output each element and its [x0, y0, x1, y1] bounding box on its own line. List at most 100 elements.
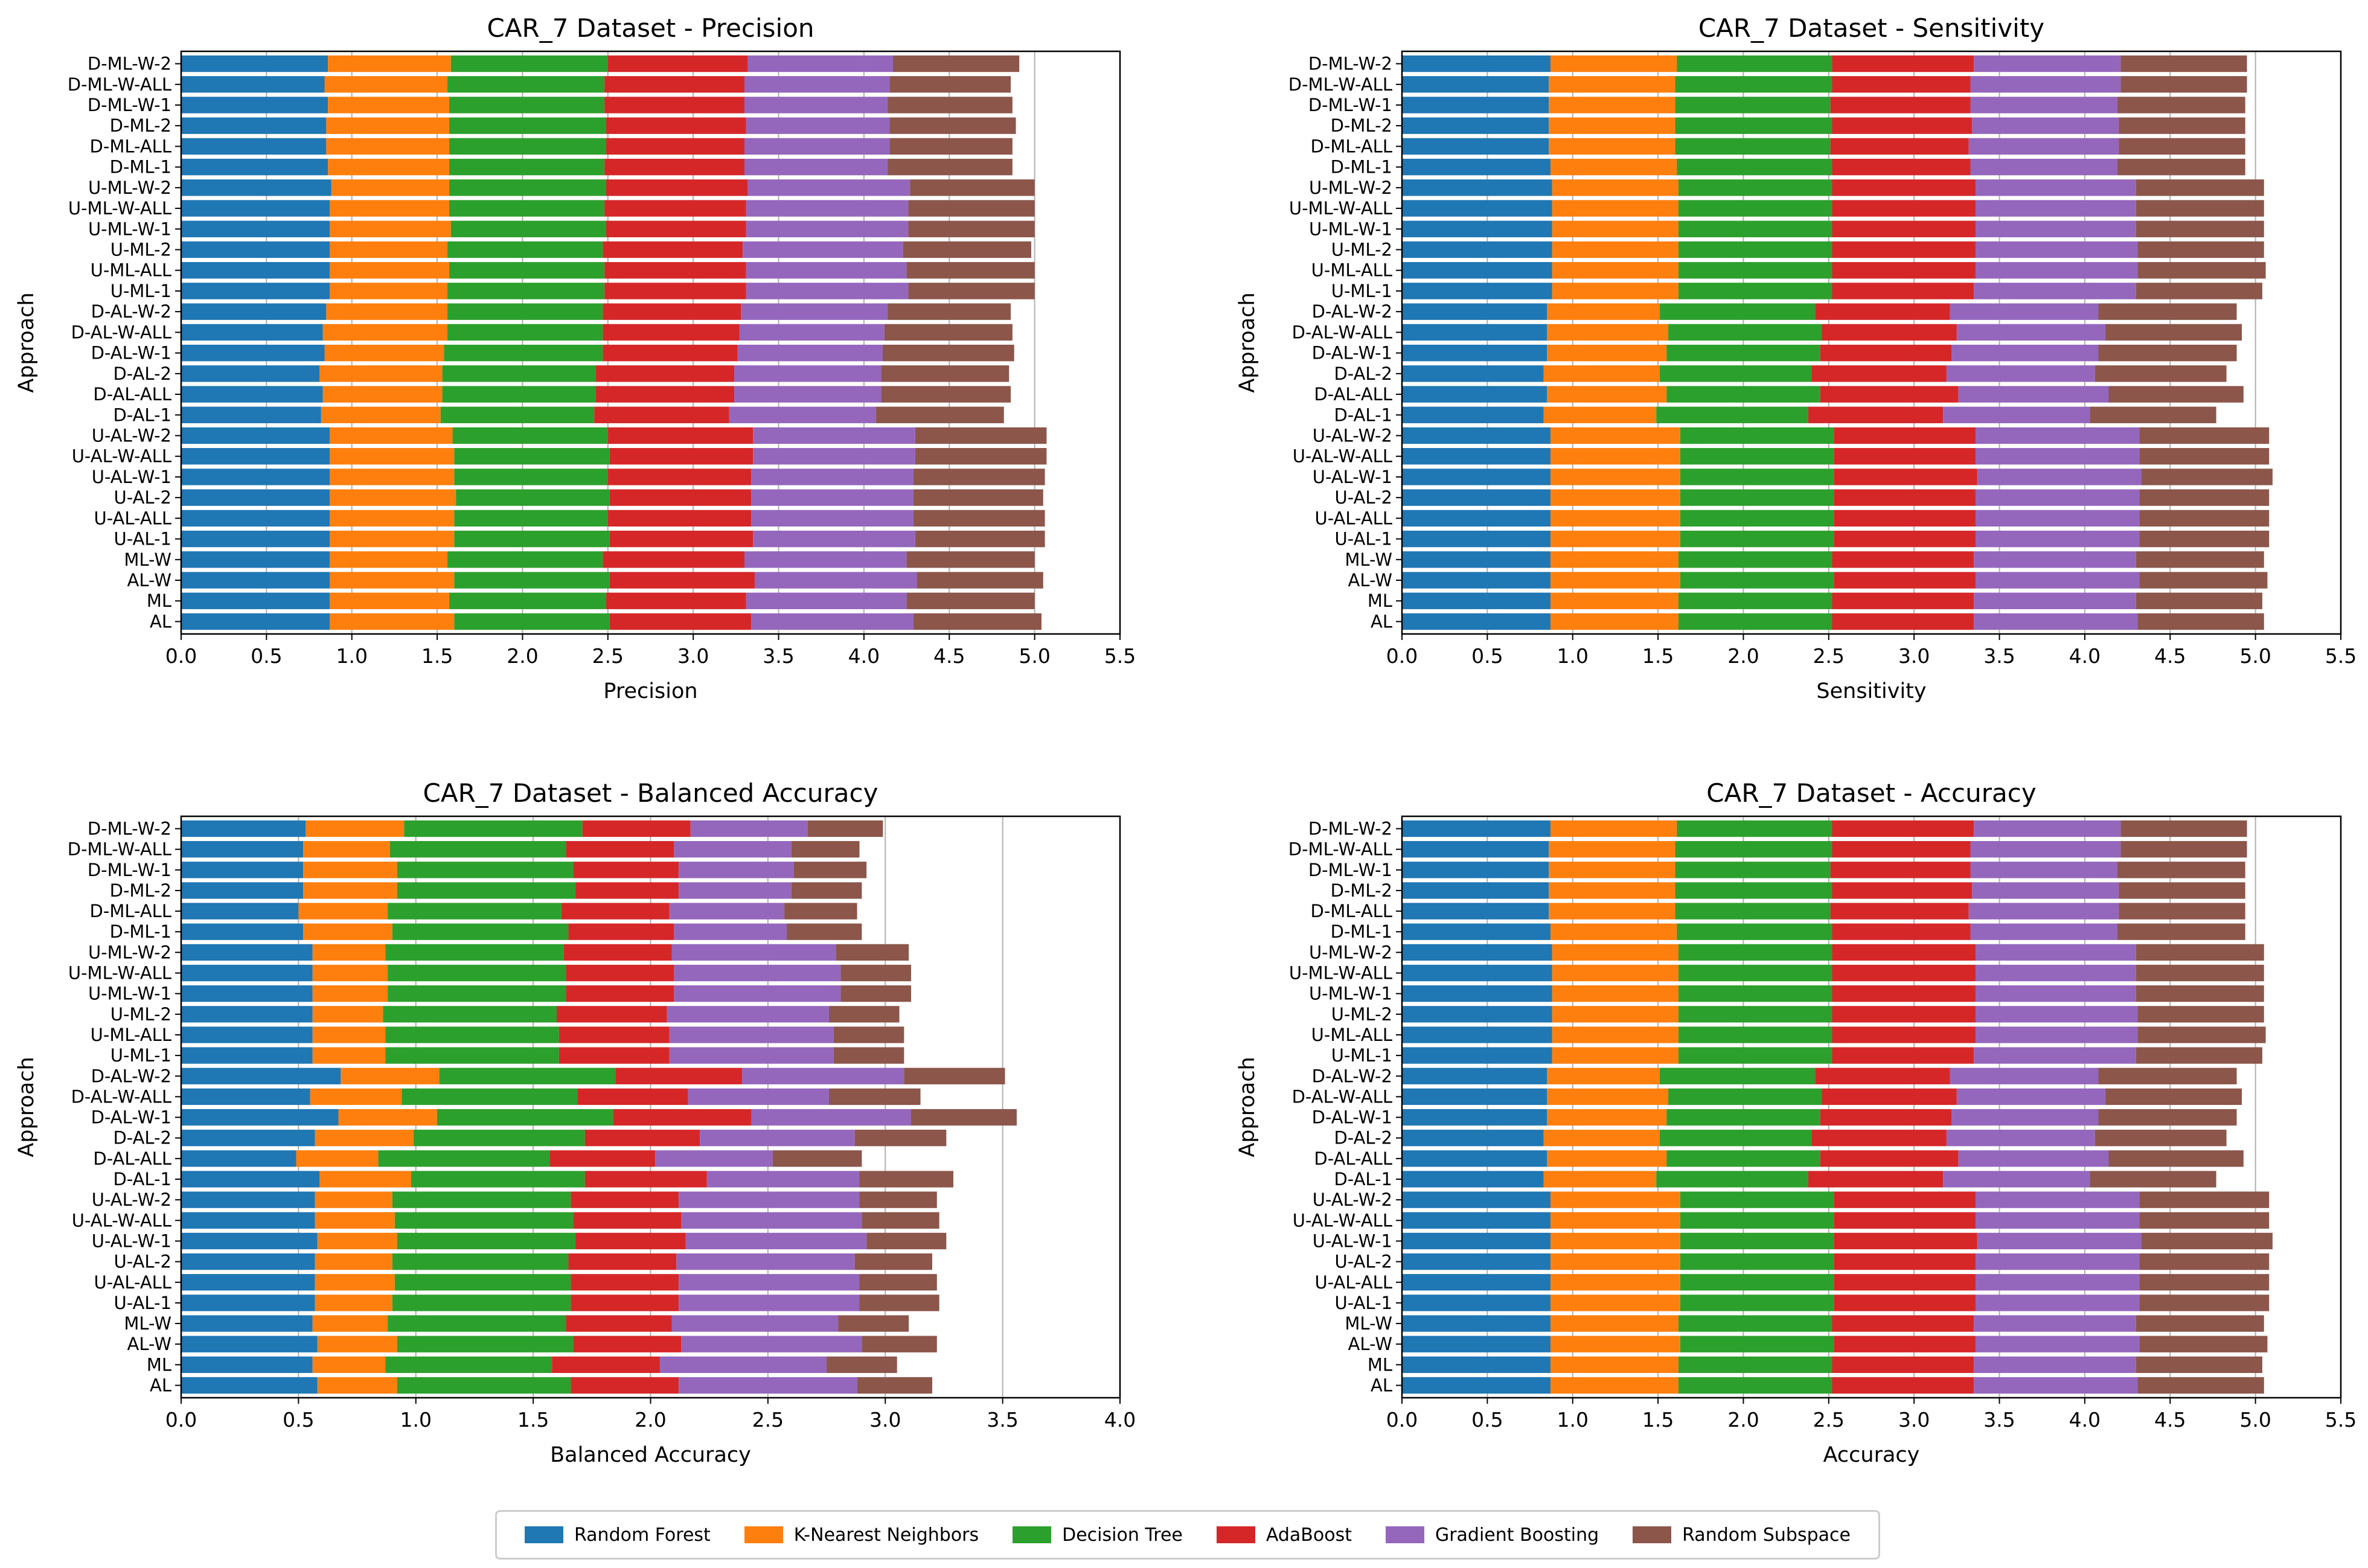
bar-random-subspace-d-al-w-all: [2105, 324, 2242, 341]
bar-decision-tree-ml: [1678, 1356, 1832, 1374]
y-tick-label: U-ML-ALL: [91, 260, 171, 281]
y-tick-label: D-AL-W-ALL: [71, 1086, 171, 1107]
bar-gradient-boosting-d-ml-w-2: [690, 820, 808, 837]
bar-decision-tree-d-ml-w-all: [447, 76, 605, 93]
bar-k-nearest-neighbors-d-al-2: [319, 365, 443, 382]
bar-adaboost-u-ml-w-all: [604, 200, 746, 217]
y-tick-label: D-ML-2: [1331, 115, 1392, 136]
bar-k-nearest-neighbors-u-ml-1: [1552, 1047, 1679, 1064]
bar-k-nearest-neighbors-d-ml-2: [303, 882, 397, 899]
bar-k-nearest-neighbors-u-al-w-2: [1550, 427, 1680, 444]
bar-random-subspace-d-ml-2: [2119, 117, 2245, 134]
bar-decision-tree-u-ml-all: [449, 262, 605, 279]
bar-gradient-boosting-u-al-w-all: [681, 1212, 862, 1229]
bar-random-forest-d-ml-2: [1402, 882, 1549, 899]
bar-adaboost-d-al-2: [1811, 365, 1947, 382]
y-tick-label: ML: [1368, 590, 1392, 611]
x-tick-label: 2.0: [635, 1408, 666, 1432]
bar-gradient-boosting-u-al-1: [1975, 1294, 2140, 1311]
bar-k-nearest-neighbors-d-ml-w-2: [328, 55, 451, 72]
bar-random-forest-d-ml-w-2: [181, 55, 328, 72]
y-tick-label: D-AL-W-1: [91, 1107, 171, 1128]
bar-adaboost-u-ml-w-2: [563, 944, 672, 961]
bar-decision-tree-d-ml-all: [388, 903, 562, 920]
bar-k-nearest-neighbors-u-ml-w-1: [312, 985, 388, 1002]
bar-random-forest-u-ml-w-all: [181, 964, 313, 982]
bar-k-nearest-neighbors-u-al-w-2: [315, 1191, 392, 1208]
bar-adaboost-u-al-w-2: [607, 427, 754, 444]
bar-k-nearest-neighbors-d-al-w-all: [322, 324, 448, 341]
y-tick-label: D-AL-W-2: [91, 1066, 171, 1086]
bar-random-forest-u-al-w-all: [181, 448, 330, 465]
bar-adaboost-u-ml-all: [604, 262, 746, 279]
x-axis-label: Accuracy: [1823, 1443, 1920, 1467]
bar-k-nearest-neighbors-u-al-w-2: [1550, 1191, 1680, 1208]
axes-frame: [180, 50, 1121, 635]
bar-adaboost-u-ml-1: [1832, 1047, 1974, 1064]
bar-random-subspace-u-al-w-1: [913, 469, 1045, 485]
bar-gradient-boosting-u-ml-1: [1974, 1047, 2136, 1064]
bar-random-forest-al: [181, 1377, 318, 1394]
bar-random-subspace-ml-w: [2136, 1315, 2264, 1332]
bar-adaboost-d-al-w-1: [603, 344, 738, 362]
bar-adaboost-u-ml-w-2: [1832, 944, 1976, 961]
bar-adaboost-d-ml-w-all: [1832, 76, 1971, 93]
bar-adaboost-d-ml-2: [1832, 117, 1973, 134]
legend-swatch: [1013, 1526, 1052, 1543]
bar-gradient-boosting-d-ml-all: [1968, 138, 2119, 155]
bar-random-subspace-u-ml-1: [2136, 283, 2262, 299]
bar-gradient-boosting-u-ml-all: [746, 262, 907, 279]
bar-gradient-boosting-u-ml-1: [669, 1047, 834, 1064]
y-tick-label: U-AL-W-1: [1313, 467, 1392, 487]
bar-random-subspace-ml: [827, 1356, 897, 1374]
bar-gradient-boosting-u-al-w-all: [1975, 1212, 2140, 1229]
bar-decision-tree-u-ml-w-all: [1678, 200, 1832, 217]
y-tick-label: AL-W: [1348, 570, 1392, 590]
bar-random-subspace-d-al-w-1: [883, 344, 1014, 362]
y-tick-label: U-ML-W-ALL: [1289, 963, 1392, 984]
y-tick-label: U-AL-ALL: [1314, 508, 1392, 528]
bar-adaboost-d-ml-w-1: [604, 97, 744, 114]
bar-decision-tree-ml: [385, 1356, 552, 1374]
x-tick-label: 1.5: [517, 1408, 549, 1432]
bar-random-subspace-d-ml-all: [2119, 903, 2245, 920]
bar-decision-tree-al: [1678, 1377, 1832, 1394]
legend-label: Random Forest: [574, 1524, 711, 1546]
bar-adaboost-u-al-1: [1834, 1294, 1976, 1311]
bar-adaboost-d-ml-1: [604, 158, 744, 176]
bar-decision-tree-d-al-w-all: [447, 324, 603, 341]
y-tick-label: D-AL-1: [113, 405, 171, 425]
bar-k-nearest-neighbors-u-al-w-1: [329, 469, 455, 485]
x-tick-label: 4.5: [2154, 644, 2186, 668]
legend-swatch: [1633, 1526, 1672, 1543]
bar-random-subspace-d-ml-1: [888, 158, 1013, 176]
bar-k-nearest-neighbors-d-ml-1: [328, 158, 449, 176]
y-tick-label: D-ML-2: [110, 880, 171, 901]
bar-random-forest-u-ml-2: [181, 1006, 313, 1023]
bar-decision-tree-ml: [449, 592, 606, 609]
bar-k-nearest-neighbors-d-ml-w-1: [303, 862, 397, 878]
bar-k-nearest-neighbors-u-ml-2: [329, 241, 448, 258]
bar-random-forest-d-ml-w-1: [181, 97, 328, 114]
legend-item-random-subspace: Random Subspace: [1633, 1525, 1851, 1546]
bar-gradient-boosting-u-ml-1: [746, 283, 909, 299]
bar-random-subspace-u-al-2: [2139, 489, 2270, 506]
bar-adaboost-d-ml-w-2: [1832, 55, 1974, 72]
x-tick-label: 4.0: [1104, 1408, 1136, 1432]
bar-k-nearest-neighbors-u-al-w-1: [1550, 1232, 1680, 1250]
bar-k-nearest-neighbors-u-al-1: [329, 530, 455, 548]
bar-decision-tree-u-ml-all: [1678, 262, 1832, 279]
bar-gradient-boosting-d-ml-2: [746, 117, 890, 134]
bar-adaboost-u-ml-w-1: [606, 220, 746, 237]
bar-random-subspace-d-al-w-2: [2098, 303, 2237, 320]
y-tick-label: D-ML-W-ALL: [1288, 839, 1392, 860]
bar-random-forest-d-al-w-2: [1402, 1067, 1547, 1084]
bar-adaboost-d-ml-2: [606, 117, 746, 134]
bar-adaboost-u-al-2: [1834, 1253, 1976, 1270]
bar-decision-tree-u-ml-w-1: [388, 985, 566, 1002]
bar-k-nearest-neighbors-u-ml-all: [312, 1026, 386, 1043]
y-tick-label: U-AL-W-ALL: [1293, 1210, 1392, 1230]
x-tick-label: 3.0: [1898, 1408, 1930, 1432]
bar-adaboost-d-al-1: [1808, 406, 1944, 423]
y-tick-label: D-ML-W-1: [88, 860, 171, 880]
